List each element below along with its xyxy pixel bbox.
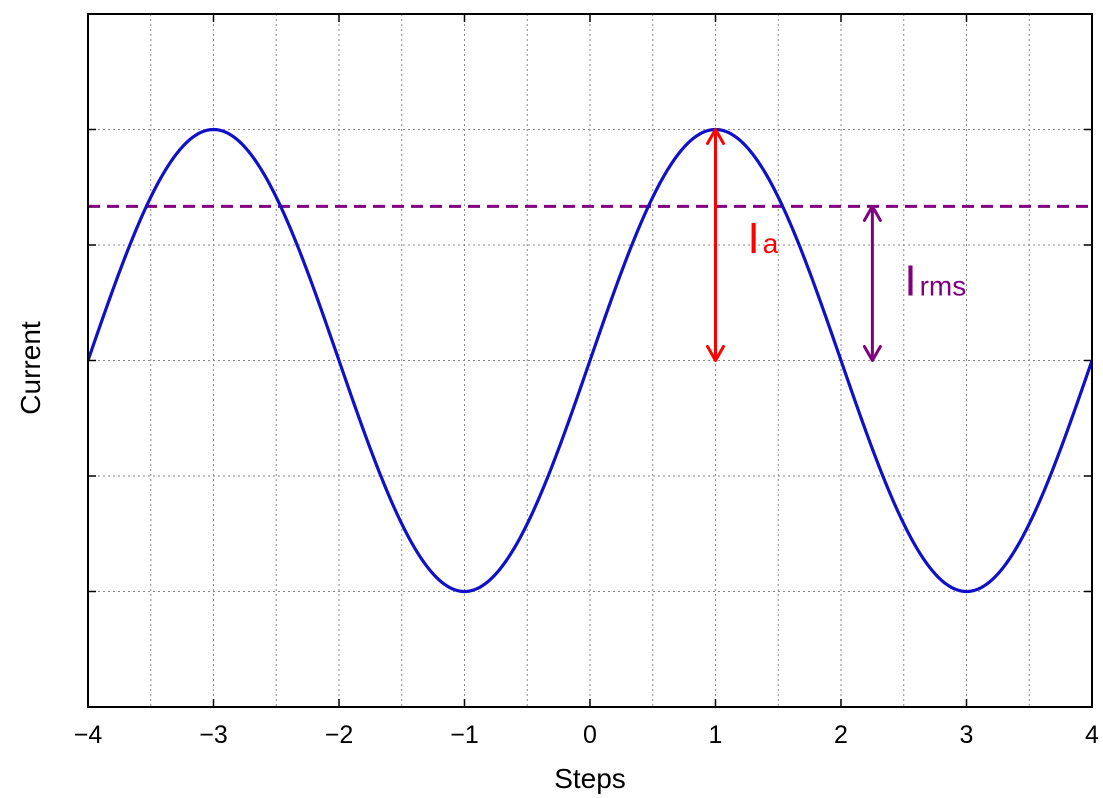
x-axis-title: Steps — [554, 763, 626, 794]
x-tick-label: −3 — [199, 721, 228, 749]
x-tick-label: −4 — [74, 721, 103, 749]
x-tick-labels: −4 −3 −2 −1 0 1 2 3 4 — [74, 721, 1099, 749]
x-tick-label: −1 — [450, 721, 479, 749]
y-axis-title: Current — [15, 321, 46, 415]
plot-frame — [87, 13, 1093, 708]
x-tick-label: −2 — [325, 721, 354, 749]
x-tick-label: 0 — [583, 721, 597, 749]
x-tick-label: 2 — [834, 721, 848, 749]
x-tick-label: 3 — [960, 721, 974, 749]
series-line-current — [88, 127, 1092, 594]
x-tick-label: 1 — [709, 721, 723, 749]
x-tick-label: 4 — [1085, 721, 1099, 749]
